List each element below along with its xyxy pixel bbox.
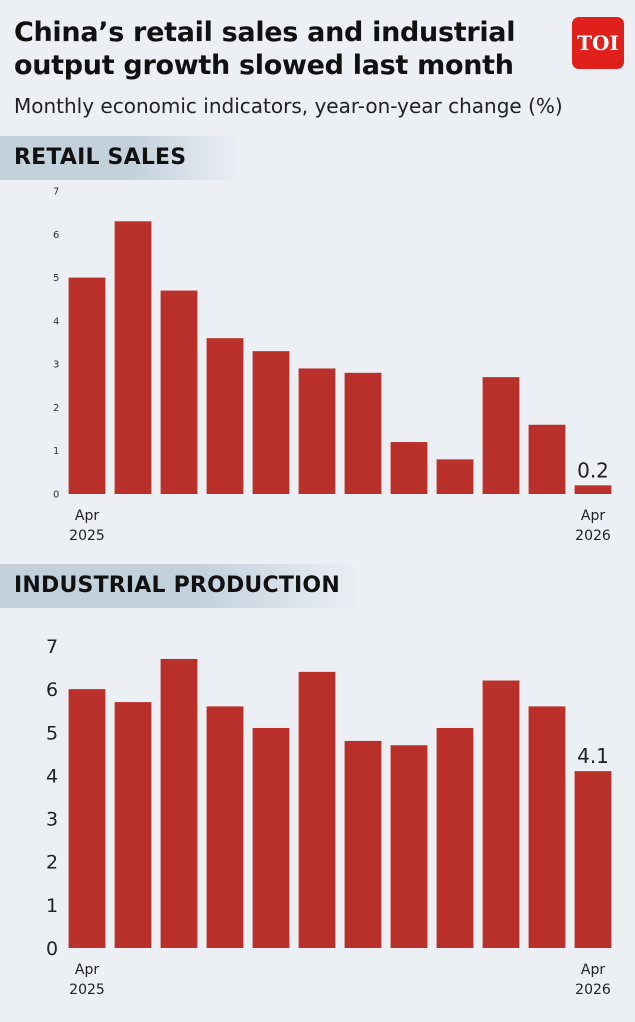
x-tick-label: 2025 [69, 528, 105, 544]
bar: Aug 2025: 3.3 [252, 351, 290, 494]
x-tick-label: 2026 [575, 528, 611, 544]
bar: Jul 2025: 5.6 [206, 706, 244, 948]
x-tick-label: Apr [75, 508, 99, 524]
industrial-production-header: INDUSTRIAL PRODUCTION [0, 564, 360, 608]
y-tick-label: 6 [53, 230, 59, 241]
data-label: 4.1 [577, 744, 609, 768]
industrial-production-chart: 0 1 2 3 4 5 6 7 Apr 2025: 6May 2025: 5.7Jun 2025… [46, 636, 612, 998]
bar: May 2025: 5.7 [114, 702, 152, 948]
data-label: 0.2 [577, 458, 609, 482]
bar: Apr 2025: 6 [68, 689, 106, 948]
bar: Jan 2026: 6.2 [482, 680, 520, 948]
bar: Oct 2025: 2.8 [344, 372, 382, 494]
y-tick-label: 4 [53, 316, 59, 327]
y-tick-label: 7 [53, 187, 59, 198]
bar: Dec 2025: 0.8 [436, 459, 474, 494]
retail-sales-header: RETAIL SALES [0, 136, 240, 180]
x-tick-label: 2025 [69, 982, 105, 998]
bar: Feb 2026: 1.6 [528, 424, 566, 494]
chart-title: China’s retail sales and industrial outp… [14, 17, 516, 81]
toi-logo: TOI [572, 17, 624, 69]
y-tick-label: 1 [53, 446, 59, 457]
bar: Aug 2025: 5.1 [252, 727, 290, 948]
bar: Nov 2025: 4.7 [390, 745, 428, 948]
bar: Jul 2025: 3.6 [206, 338, 244, 494]
bar: May 2025: 6.3 [114, 221, 152, 495]
bar: Jun 2025: 6.7 [160, 658, 198, 948]
y-tick-label: 0 [53, 490, 59, 501]
bar: Apr 2026: 4.1 [574, 771, 612, 948]
bar: Sep 2025: 2.9 [298, 368, 336, 494]
bar: Jun 2025: 4.7 [160, 290, 198, 494]
y-tick-label: 5 [53, 273, 59, 284]
x-tick-label: Apr [581, 508, 605, 524]
y-tick-label: 1 [46, 895, 58, 917]
bar: Oct 2025: 4.8 [344, 740, 382, 948]
x-tick-label: Apr [75, 962, 99, 978]
bar: Sep 2025: 6.4 [298, 671, 336, 948]
y-tick-label: 2 [46, 852, 58, 874]
chart-subtitle: Monthly economic indicators, year-on-yea… [14, 94, 563, 118]
y-tick-label: 5 [46, 722, 58, 744]
bar: Jan 2026: 2.7 [482, 377, 520, 494]
bar: Nov 2025: 1.2 [390, 442, 428, 494]
y-tick-label: 3 [53, 360, 59, 371]
y-tick-label: 2 [53, 403, 59, 414]
bar: Feb 2026: 5.6 [528, 706, 566, 948]
industrial-production-title: INDUSTRIAL PRODUCTION [14, 573, 340, 598]
y-tick-label: 3 [46, 809, 58, 831]
x-tick-label: Apr [581, 962, 605, 978]
bar: Apr 2026: 0.2 [574, 485, 612, 494]
bar: Dec 2025: 5.1 [436, 727, 474, 948]
bar: Apr 2025: 5 [68, 277, 106, 494]
x-tick-label: 2026 [575, 982, 611, 998]
y-tick-label: 4 [46, 765, 58, 787]
y-tick-label: 7 [46, 636, 58, 658]
retail-sales-chart: 0 1 2 3 4 5 6 7 Apr 2025: 5May 2025: 6.3Jun 2025… [53, 187, 612, 544]
y-tick-label: 0 [46, 938, 58, 960]
retail-sales-title: RETAIL SALES [14, 145, 187, 170]
y-tick-label: 6 [46, 679, 58, 701]
